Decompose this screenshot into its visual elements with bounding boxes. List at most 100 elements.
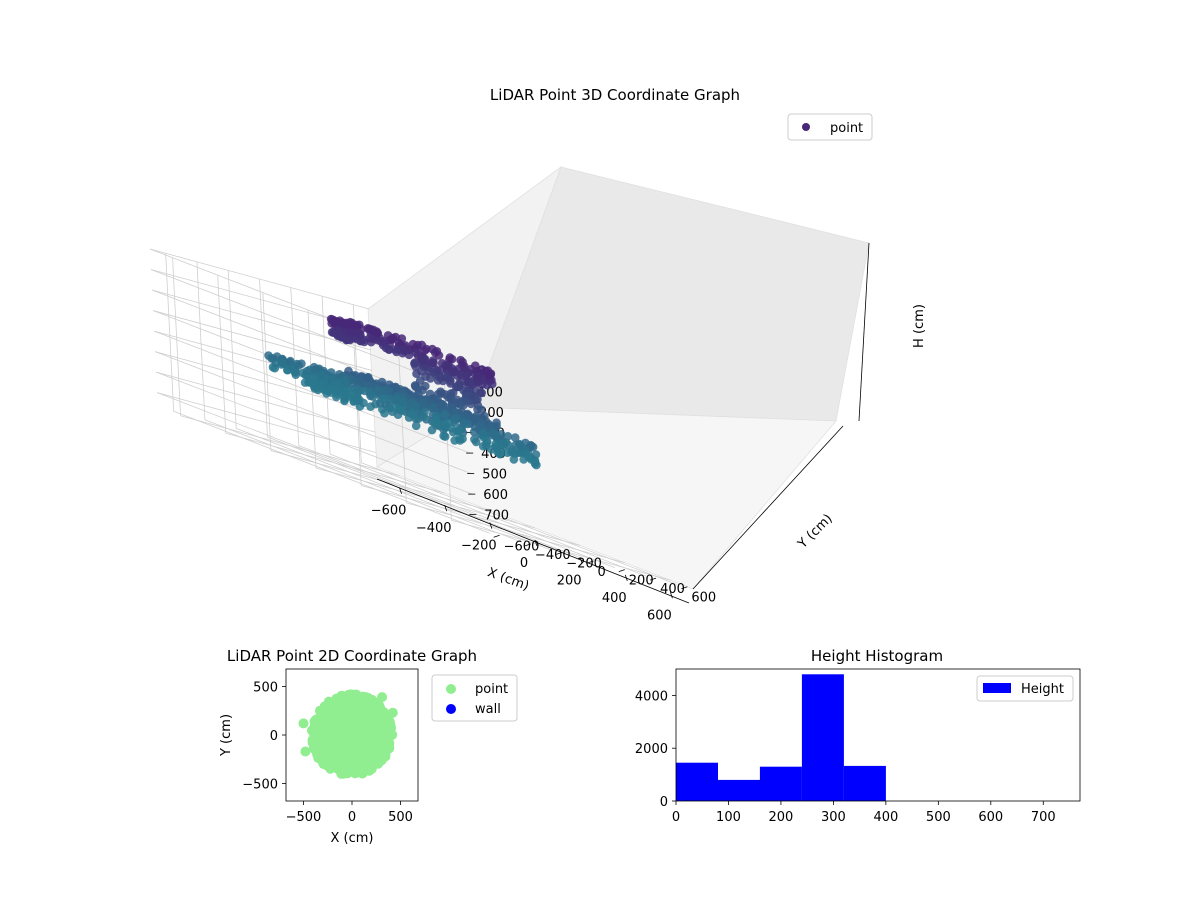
- data-point-3d: [503, 440, 513, 450]
- legend-frame-3d: [787, 113, 873, 141]
- x-tick-mark-3d: [624, 574, 628, 581]
- y-tick-mark-3d: [524, 543, 532, 547]
- grid-line-x-back: [443, 362, 452, 521]
- ticks-2d: −500 0 500 −500 0 500: [242, 680, 413, 825]
- data-point-3d: [473, 405, 482, 414]
- data-point-3d: [473, 371, 482, 381]
- x-tick-mark-3d: [534, 539, 538, 547]
- data-point-3d: [309, 373, 319, 383]
- data-point-3d: [446, 376, 455, 386]
- grid-line-z-side: [151, 289, 372, 351]
- data-point-2d-point: [355, 761, 366, 772]
- x-tick-label-3d: 400: [602, 591, 627, 606]
- grid-line-z-side: [149, 248, 370, 310]
- data-point-2d-point: [369, 718, 380, 729]
- y-tick-label-3d: −200: [566, 556, 602, 571]
- data-point-3d: [503, 432, 513, 441]
- data-point-3d: [495, 449, 504, 459]
- data-point-3d: [510, 433, 520, 442]
- x-axis-label-2d: X (cm): [331, 831, 374, 846]
- x-tick-label-histogram: 100: [716, 810, 741, 825]
- y-tick-label-2d: 500: [253, 680, 278, 695]
- grid-line-y-floor: [361, 462, 678, 586]
- x-tick-label-3d: 0: [520, 556, 528, 571]
- x-tick-label-3d: −600: [371, 504, 407, 519]
- x-tick-mark-3d: [489, 522, 493, 529]
- legend-label-point-3d: point: [830, 121, 863, 136]
- data-point-3d: [317, 370, 327, 380]
- data-point-3d: [471, 361, 480, 371]
- data-point-3d: [433, 395, 442, 404]
- data-point-3d: [341, 378, 350, 387]
- y-tick-label-3d: 400: [660, 582, 685, 597]
- data-point-3d: [365, 380, 375, 390]
- legend-3d: point: [787, 113, 873, 141]
- data-point-3d: [328, 372, 337, 382]
- x-tick-mark-3d: [399, 487, 402, 494]
- data-point-3d: [392, 395, 401, 404]
- data-point-3d: [360, 386, 370, 396]
- data-point-2d-point: [358, 719, 369, 730]
- data-point-3d: [352, 384, 362, 394]
- y-tick-mark-3d: [493, 534, 500, 538]
- data-point-2d-point: [356, 699, 367, 710]
- data-point-3d: [411, 362, 420, 371]
- data-point-3d: [408, 339, 418, 349]
- x-tick-label-histogram: 600: [978, 810, 1003, 825]
- y-axis-label-3d: Y (cm): [795, 511, 836, 552]
- scatter-3d-plot: LiDAR Point 3D Coordinate Graph −600−400…: [149, 86, 927, 623]
- data-point-3d: [407, 398, 417, 408]
- data-point-3d: [377, 394, 386, 404]
- data-point-3d: [356, 330, 365, 339]
- data-point-3d: [397, 406, 407, 415]
- scatter-2d-plot: LiDAR Point 2D Coordinate Graph −500 0 500…: [219, 647, 518, 846]
- y-tick-label-histogram: 2000: [635, 742, 668, 757]
- z-tick-label-3d: 100: [478, 386, 503, 401]
- y-tick-label-2d: 0: [270, 729, 278, 744]
- data-point-3d: [384, 345, 394, 355]
- data-point-3d: [383, 386, 393, 396]
- data-point-3d: [488, 428, 498, 437]
- x-tick-label-histogram: 500: [926, 810, 951, 825]
- y-tick-mark-3d: [618, 569, 625, 572]
- legend-label-point-2d: point: [475, 682, 508, 697]
- data-point-3d: [456, 355, 465, 365]
- data-point-3d: [445, 353, 455, 362]
- data-point-3d: [530, 457, 540, 467]
- data-point-3d: [355, 320, 364, 330]
- data-point-2d-point: [360, 692, 371, 703]
- data-point-3d: [455, 436, 465, 445]
- x-tick-label-3d: 600: [647, 608, 672, 623]
- data-point-3d: [372, 327, 382, 336]
- grid-line-z-back: [154, 330, 471, 454]
- legend-marker-point-3d: [802, 123, 810, 131]
- data-point-3d: [449, 366, 459, 376]
- x-tick-label-2d: −500: [286, 810, 322, 825]
- legend-2d: point wall: [431, 674, 518, 722]
- grid-line-x-back: [397, 344, 407, 503]
- legend-marker-height: [983, 683, 1011, 693]
- data-point-3d: [372, 386, 382, 396]
- legend-marker-wall-2d: [446, 704, 456, 714]
- data-point-3d: [509, 449, 519, 458]
- x-tick-label-histogram: 200: [769, 810, 794, 825]
- data-point-3d: [398, 397, 408, 407]
- data-point-3d: [443, 418, 453, 428]
- data-point-3d: [421, 381, 430, 391]
- data-point-2d-point: [377, 692, 388, 703]
- data-point-2d-point: [366, 760, 376, 771]
- data-point-3d: [467, 377, 476, 387]
- x-tick-label-3d: −200: [461, 539, 497, 554]
- data-point-2d-point: [345, 710, 356, 720]
- data-point-3d: [476, 420, 486, 429]
- x-tick-label-histogram: 400: [873, 810, 898, 825]
- data-point-3d: [515, 440, 525, 450]
- data-point-3d: [377, 377, 387, 387]
- histogram-bars: [676, 674, 886, 801]
- grid-line-y-floor: [329, 453, 647, 577]
- y-tick-label-3d: 600: [691, 591, 716, 606]
- data-point-3d: [365, 333, 375, 343]
- grid-line-y-floor: [204, 419, 522, 543]
- y-tick-mark-3d: [681, 586, 688, 590]
- data-point-2d-point: [324, 730, 335, 740]
